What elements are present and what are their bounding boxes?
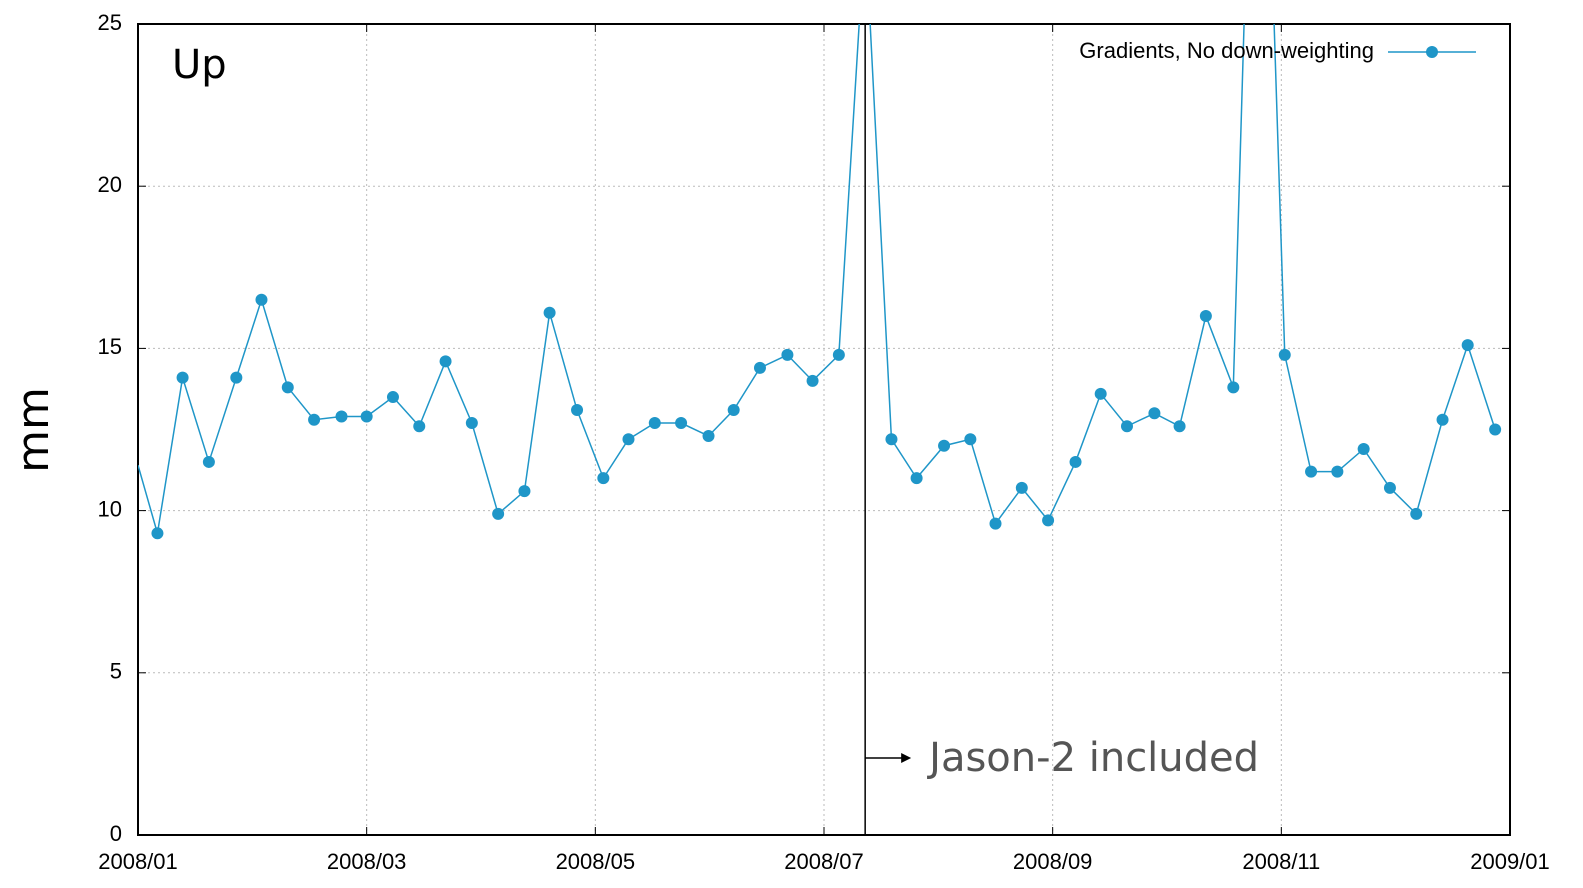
data-point	[1331, 465, 1344, 478]
data-point	[360, 410, 373, 423]
x-tick-label: 2008/01	[98, 849, 178, 874]
x-tick-label: 2008/09	[1013, 849, 1093, 874]
data-point	[753, 361, 766, 374]
data-point	[281, 381, 294, 394]
data-point	[832, 348, 845, 361]
data-point	[1069, 455, 1082, 468]
data-point	[1461, 339, 1474, 352]
plot-area	[138, 24, 1502, 540]
series-line	[138, 24, 1496, 534]
annotation-arrowhead	[901, 753, 912, 763]
legend-label: Gradients, No down-weighting	[1079, 38, 1374, 63]
data-point	[1173, 420, 1186, 433]
data-point	[1148, 407, 1161, 420]
data-point	[1489, 423, 1502, 436]
data-point	[1199, 309, 1212, 322]
data-point	[1042, 514, 1055, 527]
data-point	[885, 433, 898, 446]
x-tick-label: 2008/07	[784, 849, 864, 874]
data-point	[938, 439, 951, 452]
data-point	[806, 374, 819, 387]
x-tick-label: 2008/11	[1242, 849, 1320, 874]
data-point	[727, 404, 740, 417]
data-point	[597, 472, 610, 485]
data-point	[781, 348, 794, 361]
data-point	[648, 417, 661, 430]
y-tick-label: 0	[110, 821, 122, 846]
data-point	[1094, 387, 1107, 400]
data-point	[702, 429, 715, 442]
data-point	[910, 472, 923, 485]
data-point	[308, 413, 321, 426]
data-point	[1357, 442, 1370, 455]
data-point	[1305, 465, 1318, 478]
data-point	[1120, 420, 1133, 433]
data-point	[413, 420, 426, 433]
data-point	[571, 404, 584, 417]
legend-marker	[1426, 46, 1438, 58]
panel-label: Up	[172, 42, 227, 88]
y-tick-label: 15	[98, 334, 122, 359]
data-point	[1410, 507, 1423, 520]
x-tick-label: 2009/01	[1470, 849, 1550, 874]
y-tick-label: 10	[98, 496, 122, 521]
data-point	[675, 417, 688, 430]
data-point	[151, 527, 164, 540]
plot-frame	[137, 23, 1511, 836]
y-axis-label: mm	[8, 387, 59, 473]
data-point	[543, 306, 556, 319]
data-point	[176, 371, 189, 384]
data-point	[518, 485, 531, 498]
data-point	[1278, 348, 1291, 361]
data-point	[386, 391, 399, 404]
data-point	[465, 417, 478, 430]
y-tick-label: 5	[110, 659, 122, 684]
y-tick-label: 20	[98, 172, 122, 197]
data-point	[230, 371, 243, 384]
data-point	[439, 355, 452, 368]
data-point	[1227, 381, 1240, 394]
data-point	[622, 433, 635, 446]
x-tick-label: 2008/03	[327, 849, 407, 874]
data-point	[989, 517, 1002, 530]
data-point	[1015, 481, 1028, 494]
data-point	[964, 433, 977, 446]
y-tick-label: 25	[98, 10, 122, 35]
data-point	[1383, 481, 1396, 494]
annotation-text: Jason-2 included	[926, 735, 1259, 781]
data-point	[1436, 413, 1449, 426]
data-point	[492, 507, 505, 520]
x-tick-label: 2008/05	[556, 849, 636, 874]
data-point	[335, 410, 348, 423]
data-point	[255, 293, 268, 306]
data-point	[202, 455, 215, 468]
